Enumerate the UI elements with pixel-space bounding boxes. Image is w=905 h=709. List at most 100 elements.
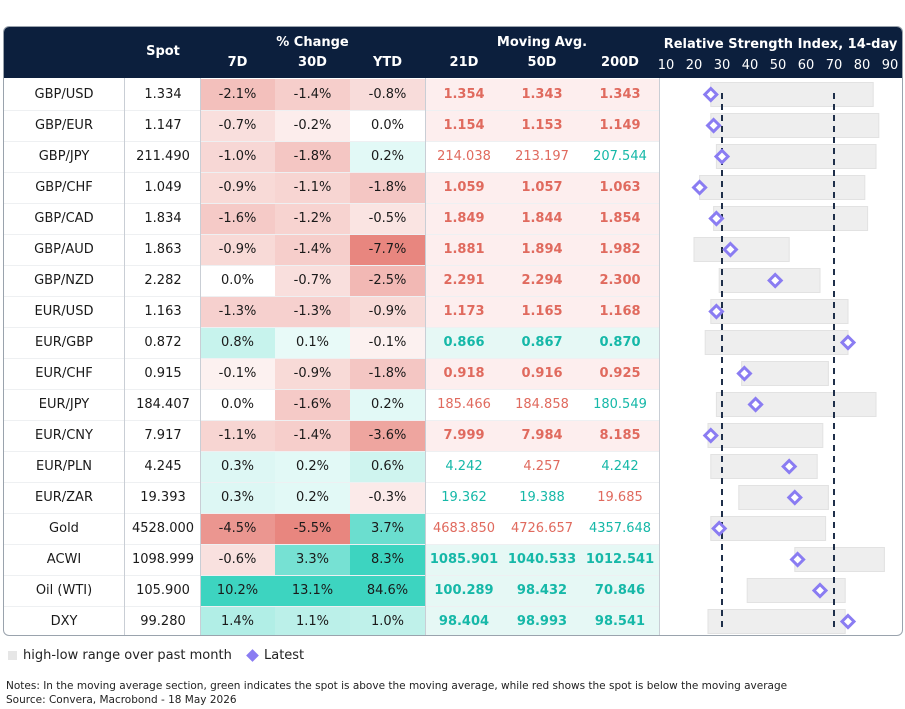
cell-ma200: 0.870 — [581, 327, 659, 358]
cell-ma200: 2.300 — [581, 265, 659, 296]
rsi-range-bar — [710, 113, 880, 138]
rsi-latest-marker — [705, 117, 722, 134]
cell-ma50: 4.257 — [503, 451, 581, 482]
cell-d7: -2.1% — [200, 79, 275, 110]
cell-name: DXY — [50, 614, 78, 629]
cell-spot: 0.915 — [144, 366, 182, 381]
rsi-range-bar — [710, 454, 818, 479]
cell-ma21: 7.999 — [425, 420, 503, 451]
cell-name: EUR/USD — [34, 304, 94, 319]
row-separator — [4, 172, 659, 173]
cell-ytd: 0.2% — [350, 389, 425, 420]
row-separator — [4, 606, 659, 607]
cell-spot: 7.917 — [144, 428, 182, 443]
rsi-latest-marker — [722, 241, 739, 258]
cell-ytd: -1.8% — [350, 172, 425, 203]
cell-ytd: 0.2% — [350, 141, 425, 172]
cell-spot: 211.490 — [136, 149, 190, 164]
rsi-tick-label: 20 — [686, 58, 703, 73]
cell-ytd: 3.7% — [350, 513, 425, 544]
row-separator — [4, 451, 659, 452]
cell-spot: 0.872 — [144, 335, 182, 350]
rsi-latest-marker — [713, 148, 731, 165]
cell-ma21: 1.154 — [425, 110, 503, 141]
cell-d7: 10.2% — [200, 575, 275, 606]
cell-ma50: 1.343 — [503, 79, 581, 110]
header-21d: 21D — [449, 55, 479, 70]
cell-ytd: 84.6% — [350, 575, 425, 606]
row-separator — [4, 296, 659, 297]
header-7d: 7D — [227, 55, 248, 70]
row-separator — [4, 234, 659, 235]
cell-d30: 3.3% — [275, 544, 350, 575]
cell-ma50: 1.057 — [503, 172, 581, 203]
cell-d30: -0.2% — [275, 110, 350, 141]
table-header: Spot % Change 7D 30D YTD Moving Avg. 21D… — [4, 27, 902, 78]
cell-spot: 1.049 — [144, 180, 182, 195]
legend-latest-label: Latest — [263, 648, 305, 663]
cell-ma21: 19.362 — [425, 482, 503, 513]
cell-name: GBP/JPY — [38, 149, 90, 164]
rsi-range-bar — [699, 175, 866, 200]
cell-d30: -1.4% — [275, 79, 350, 110]
column-divider — [425, 78, 426, 635]
rsi-latest-marker — [839, 334, 857, 351]
rsi-range-bar — [794, 547, 885, 572]
rsi-range-bar — [715, 392, 877, 417]
cell-ma50: 1.894 — [503, 234, 581, 265]
cell-d7: -1.6% — [200, 203, 275, 234]
header-rsi-title: Relative Strength Index, 14-day — [663, 37, 898, 52]
cell-name: EUR/GBP — [35, 335, 93, 350]
cell-d7: -1.1% — [200, 420, 275, 451]
cell-ma200: 1.063 — [581, 172, 659, 203]
cell-spot: 99.280 — [140, 614, 186, 629]
cell-ma50: 213.197 — [503, 141, 581, 172]
cell-ma200: 1.343 — [581, 79, 659, 110]
cell-d7: 0.8% — [200, 327, 275, 358]
cell-ma21: 1.173 — [425, 296, 503, 327]
cell-d7: 0.3% — [200, 482, 275, 513]
row-separator — [4, 420, 659, 421]
rsi-latest-marker — [736, 365, 753, 382]
cell-ma50: 4726.657 — [503, 513, 581, 544]
cell-d30: -5.5% — [275, 513, 350, 544]
rsi-range-bar — [707, 609, 846, 634]
cell-ytd: -0.3% — [350, 482, 425, 513]
rsi-range-bar — [746, 578, 846, 603]
cell-d7: -0.7% — [200, 110, 275, 141]
header-moving-avg: Moving Avg. — [496, 35, 588, 50]
rsi-latest-marker — [839, 613, 857, 630]
cell-ma21: 98.404 — [425, 606, 503, 635]
notes-text: Notes: In the moving average section, gr… — [6, 680, 788, 692]
cell-ytd: -0.5% — [350, 203, 425, 234]
cell-spot: 1.834 — [144, 211, 182, 226]
fx-dashboard-table: Spot % Change 7D 30D YTD Moving Avg. 21D… — [3, 26, 903, 636]
rsi-range-bar — [710, 299, 849, 324]
rsi-latest-marker — [747, 396, 764, 413]
cell-ma200: 98.541 — [581, 606, 659, 635]
cell-name: ACWI — [46, 552, 82, 567]
cell-name: GBP/AUD — [34, 242, 94, 257]
rsi-latest-marker — [702, 86, 719, 103]
cell-ma200: 8.185 — [581, 420, 659, 451]
cell-ytd: -3.6% — [350, 420, 425, 451]
cell-name: EUR/PLN — [36, 459, 92, 474]
cell-ma21: 0.918 — [425, 358, 503, 389]
cell-ma50: 1.844 — [503, 203, 581, 234]
cell-d7: -4.5% — [200, 513, 275, 544]
cell-spot: 105.900 — [136, 583, 190, 598]
cell-d7: 0.0% — [200, 389, 275, 420]
rsi-tick-label: 50 — [770, 58, 787, 73]
cell-ma200: 4357.648 — [581, 513, 659, 544]
rsi-latest-marker — [708, 210, 725, 227]
cell-ma21: 185.466 — [425, 389, 503, 420]
column-divider — [659, 78, 660, 635]
cell-ma50: 19.388 — [503, 482, 581, 513]
row-separator — [4, 575, 659, 576]
cell-name: GBP/USD — [34, 87, 94, 102]
rsi-tick-label: 10 — [658, 58, 675, 73]
cell-ma200: 1.982 — [581, 234, 659, 265]
cell-ma50: 184.858 — [503, 389, 581, 420]
cell-spot: 4528.000 — [131, 521, 195, 536]
row-separator — [4, 358, 659, 359]
